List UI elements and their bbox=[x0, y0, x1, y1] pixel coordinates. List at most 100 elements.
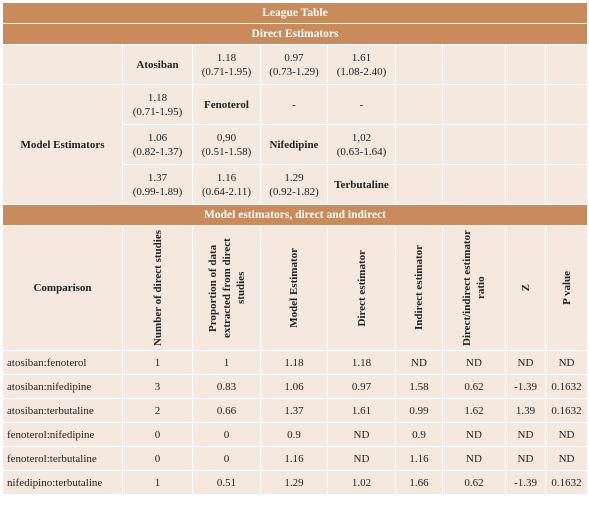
row: 1.06 (0.82-1.37) 0,90 (0.51-1.58) Nifedipine… bbox=[3, 124, 589, 165]
cell: 1 bbox=[122, 350, 193, 375]
estimate: 1.29 bbox=[284, 171, 304, 184]
confidence-interval: (0.64-2.11) bbox=[201, 185, 252, 198]
row: atosiban:fenoterol 1 1 1.18 1.18 ND ND ND ND bbox=[2, 350, 589, 375]
column-header: Direct estimator bbox=[327, 225, 396, 351]
cell: 0.99 bbox=[395, 398, 443, 423]
comparison: nifedipino:terbutaline bbox=[2, 470, 123, 495]
row-label: Model Estimators bbox=[2, 84, 123, 205]
confidence-interval: (0.82-1.37) bbox=[132, 145, 183, 158]
confidence-interval: (0.71-1.95) bbox=[132, 105, 183, 118]
cell: 0.51 bbox=[192, 470, 261, 495]
row: Direct Estimators bbox=[1, 23, 589, 45]
confidence-interval: (1.08-2.40) bbox=[336, 65, 387, 78]
cell: ND bbox=[327, 422, 396, 447]
cell bbox=[2, 44, 123, 85]
cell: 1.66 bbox=[395, 470, 443, 495]
cell bbox=[442, 164, 506, 205]
row: Model Estimators 1.18 (0.71-1.95) Fenoterol… bbox=[2, 84, 589, 205]
cell: 0.66 bbox=[192, 398, 261, 423]
league-table-document: League Table Direct Estimators Atosiban 1.1… bbox=[1, 2, 589, 495]
drug-name: Nifedipine bbox=[260, 124, 328, 165]
column-header-text: Model Estimator bbox=[288, 248, 300, 328]
cell: ND bbox=[327, 446, 396, 471]
cell: 0 bbox=[122, 422, 193, 447]
cell: 1.06 bbox=[260, 374, 328, 399]
estimate: 1.06 bbox=[147, 131, 168, 144]
estimate: 1.18 bbox=[216, 51, 237, 64]
row: fenoterol:terbutaline 0 0 1.16 ND 1.16 ND ND ND bbox=[2, 446, 589, 471]
estimate: 1.37 bbox=[147, 171, 168, 184]
cell bbox=[442, 84, 506, 125]
cell: 0 bbox=[192, 446, 261, 471]
row: fenoterol:nifedipine 0 0 0.9 ND 0.9 ND ND ND bbox=[2, 422, 589, 447]
row: nifedipino:terbutaline 1 0.51 1.29 1.02 1.66 0… bbox=[2, 470, 589, 495]
cell bbox=[544, 44, 589, 85]
confidence-interval: (0.71-1.95) bbox=[201, 65, 252, 78]
cell: 0.9 bbox=[260, 422, 328, 447]
cell: 1,02 (0.63-1.64) bbox=[327, 124, 396, 165]
cell: 1.06 (0.82-1.37) bbox=[122, 124, 193, 165]
table: League Table Direct Estimators Atosiban 1.1… bbox=[1, 2, 589, 495]
cell: 1.37 (0.99-1.89) bbox=[122, 164, 193, 205]
cell bbox=[505, 124, 546, 165]
cell: - bbox=[260, 84, 328, 125]
estimate: 1.16 bbox=[216, 171, 237, 184]
column-header-text: P value bbox=[560, 271, 573, 305]
confidence-interval: (0.92-1.82) bbox=[269, 185, 319, 198]
cell: 1.18 (0.71-1.95) bbox=[192, 44, 261, 85]
cell: ND bbox=[442, 422, 506, 447]
cell: 0.62 bbox=[442, 374, 506, 399]
cell bbox=[505, 84, 546, 125]
cell: ND bbox=[395, 350, 443, 375]
column-header: Proportion of data extracted from direct… bbox=[192, 225, 261, 351]
cell: ND bbox=[544, 446, 589, 471]
cell: 1 bbox=[192, 350, 261, 375]
section-title: Direct Estimators bbox=[1, 23, 589, 45]
estimate: 0.97 bbox=[284, 51, 304, 64]
cell bbox=[395, 84, 443, 125]
cell: 1.16 bbox=[395, 446, 443, 471]
cell: -1.39 bbox=[505, 374, 546, 399]
cell: 1 bbox=[122, 470, 193, 495]
cell bbox=[505, 44, 546, 85]
cell: ND bbox=[442, 350, 506, 375]
row: Model estimators, direct and indirect bbox=[1, 204, 589, 226]
cell: 1.18 bbox=[260, 350, 328, 375]
column-header: Model Estimator bbox=[260, 225, 328, 351]
cell: ND bbox=[505, 446, 546, 471]
column-header: Indirect estimator bbox=[395, 225, 443, 351]
cell: 3 bbox=[122, 374, 193, 399]
cell: 0.9 bbox=[395, 422, 443, 447]
column-header-text: Proportion of data extracted from direct… bbox=[206, 238, 247, 338]
cell: ND bbox=[505, 350, 546, 375]
cell: -1.39 bbox=[505, 470, 546, 495]
cell bbox=[442, 124, 506, 165]
cell bbox=[544, 124, 589, 165]
drug-name: Atosiban bbox=[122, 44, 193, 85]
column-header: Comparison bbox=[2, 225, 123, 351]
cell: 1.61 (1.08-2.40) bbox=[327, 44, 396, 85]
cell: 1.18 (0.71-1.95) bbox=[122, 84, 193, 125]
row: atosiban:nifedipine 3 0.83 1.06 0.97 1.58 0.62… bbox=[2, 374, 589, 399]
cell: 0.1632 bbox=[544, 470, 589, 495]
estimate: 1.61 bbox=[351, 51, 372, 64]
comparison: fenoterol:terbutaline bbox=[2, 446, 123, 471]
row: League Table bbox=[1, 2, 589, 24]
cell: 0.1632 bbox=[544, 398, 589, 423]
confidence-interval: (0.99-1.89) bbox=[132, 185, 183, 198]
drug-name: Fenoterol bbox=[192, 84, 261, 125]
cell bbox=[505, 164, 546, 205]
cell: 1.18 bbox=[327, 350, 396, 375]
cell: 1.16 (0.64-2.11) bbox=[192, 164, 261, 205]
column-header-text: Indirect estimator bbox=[413, 245, 425, 331]
cell bbox=[395, 124, 443, 165]
cell bbox=[544, 164, 589, 205]
column-header: P value bbox=[544, 225, 589, 351]
cell: 1.29 bbox=[260, 470, 328, 495]
cell: ND bbox=[505, 422, 546, 447]
column-header-text: Direct estimator bbox=[355, 249, 368, 327]
cell: 0.62 bbox=[442, 470, 506, 495]
estimate: 1.18 bbox=[147, 91, 168, 104]
column-header-text: Direct/indirect estimator ratio bbox=[461, 230, 487, 346]
cell: 0,90 (0.51-1.58) bbox=[192, 124, 261, 165]
